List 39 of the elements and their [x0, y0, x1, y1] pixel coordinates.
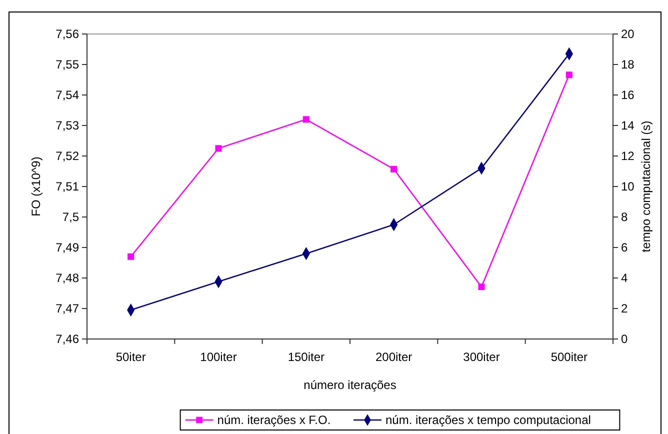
y-tick-label: 7,52	[56, 149, 80, 164]
y2-tick-label: 2	[621, 302, 628, 316]
x-tick-label: 500iter	[550, 350, 588, 364]
y2-tick-label: 18	[621, 58, 635, 72]
point	[215, 145, 222, 152]
y-tick-label: 7,46	[56, 332, 80, 346]
x-tick-label: 300iter	[463, 350, 500, 364]
point	[478, 284, 485, 290]
y-tick-label: 7,51	[56, 180, 80, 194]
y2-tick-label: 8	[621, 210, 628, 224]
y-tick-label: 7,49	[56, 240, 80, 255]
y2-tick-label: 4	[621, 271, 628, 286]
legend-label: núm. iterações x tempo computacional	[386, 413, 591, 428]
y2-tick-label: 6	[621, 240, 628, 255]
point	[390, 166, 398, 172]
point	[302, 116, 310, 123]
legend-label: núm. iterações x F.O.	[217, 413, 331, 428]
point	[128, 253, 134, 260]
x-axis-title: número iterações	[304, 378, 396, 392]
y2-tick-label: 12	[621, 149, 635, 164]
y2-tick-label: 10	[621, 180, 635, 194]
y-tick-label: 7,48	[56, 271, 80, 286]
y2-axis-title: tempo computacional (s)	[639, 120, 653, 252]
y-tick-label: 7,55	[56, 58, 80, 72]
y-tick-label: 7,53	[56, 118, 80, 133]
y2-tick-label: 0	[621, 332, 628, 346]
x-tick-label: 100iter	[200, 350, 237, 364]
point	[566, 72, 572, 78]
x-tick-label: 200iter	[375, 350, 412, 364]
x-tick-label: 150iter	[288, 350, 325, 364]
x-tick-label: 50iter	[116, 350, 146, 364]
y-axis-title: FO (x10^9)	[29, 156, 43, 216]
y2-tick-label: 20	[621, 27, 635, 42]
y-tick-label: 7,56	[56, 27, 80, 42]
y-tick-label: 7,5	[62, 210, 80, 224]
y2-tick-label: 16	[621, 88, 635, 102]
y-tick-label: 7,54	[56, 88, 80, 102]
y2-tick-label: 14	[621, 118, 635, 133]
y-tick-label: 7,47	[56, 302, 80, 316]
